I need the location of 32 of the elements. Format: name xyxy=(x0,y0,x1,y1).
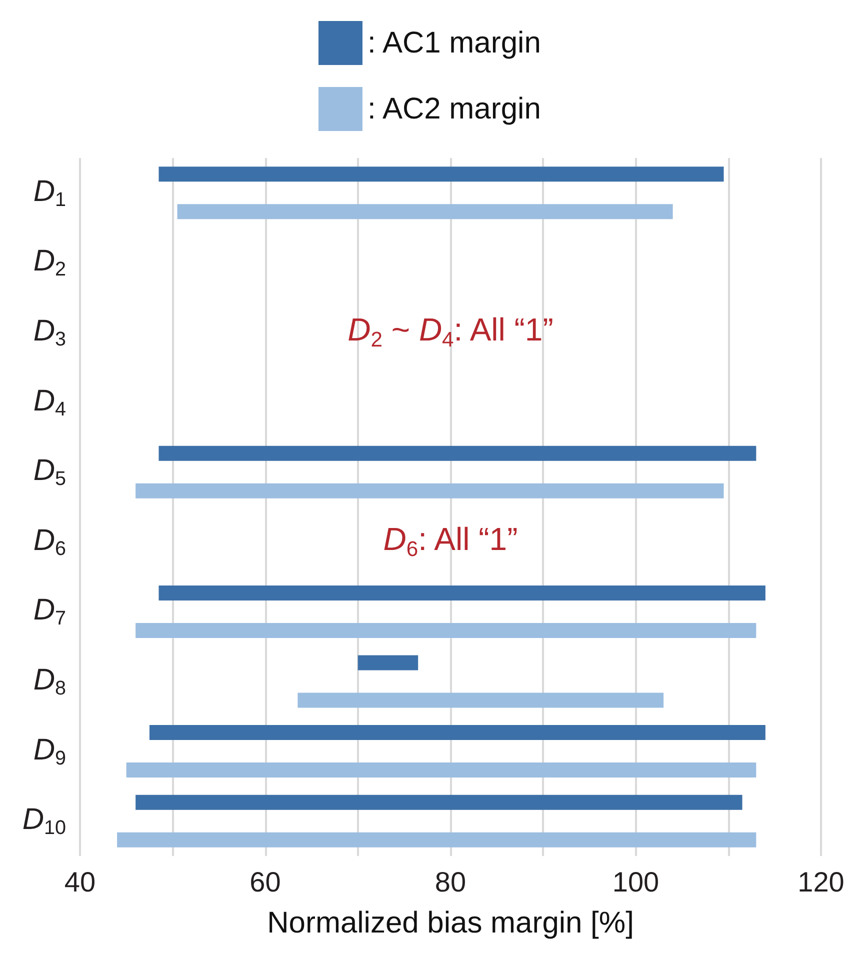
y-tick-label: D$_{9}$ xyxy=(33,733,66,770)
bar xyxy=(126,762,756,778)
x-tick-label: 80 xyxy=(434,866,466,898)
bar xyxy=(149,725,766,740)
bar xyxy=(117,832,756,848)
x-tick-label: 100 xyxy=(612,866,660,898)
y-tick-label: D$_{1}$ xyxy=(33,174,66,212)
bar xyxy=(358,655,418,670)
bar xyxy=(136,483,724,498)
x-tick-label: 40 xyxy=(64,866,96,898)
y-tick-label: D$_{3}$ xyxy=(33,314,66,351)
y-tick-label: D$_{5}$ xyxy=(33,454,66,490)
y-tick-label: D$_{8}$ xyxy=(33,663,66,700)
y-tick-label: D$_{6}$ xyxy=(33,524,66,560)
legend-label: : AC1 margin xyxy=(367,26,541,60)
x-tick-label: 120 xyxy=(798,866,844,898)
y-tick-label: D$_{2}$ xyxy=(33,244,66,281)
y-tick-label: D$_{10}$ xyxy=(22,803,66,840)
y-tick-label: D$_{7}$ xyxy=(33,594,66,630)
annotation: D$_{2}$ ~ D$_{4}$: All “1” xyxy=(348,312,554,352)
bar xyxy=(158,585,766,600)
bar xyxy=(136,622,756,638)
bar xyxy=(298,692,664,708)
annotation: D$_{6}$: All “1” xyxy=(383,521,518,561)
bar xyxy=(136,794,742,810)
y-tick-label: D$_{4}$ xyxy=(33,384,66,421)
bar xyxy=(158,446,756,461)
bar xyxy=(158,166,724,182)
bar xyxy=(177,204,673,220)
legend-label: : AC2 margin xyxy=(367,92,541,126)
x-tick-label: 60 xyxy=(250,866,281,898)
x-axis-title: Normalized bias margin [%] xyxy=(267,906,634,940)
